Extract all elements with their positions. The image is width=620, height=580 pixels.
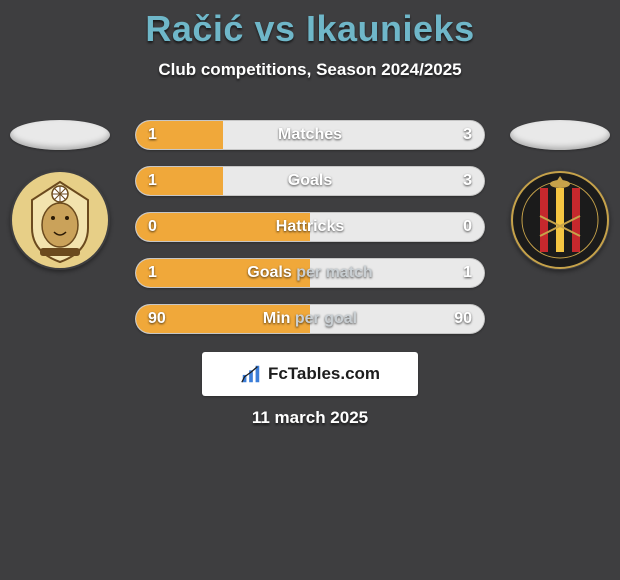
club-right-crest-icon	[510, 170, 610, 270]
player-right-column	[500, 120, 620, 270]
club-right-badge	[510, 170, 610, 270]
stat-label: Matches	[278, 126, 342, 144]
page-title: Račić vs Ikaunieks	[0, 0, 620, 50]
stat-right-value: 0	[463, 218, 472, 236]
club-left-crest-icon	[10, 170, 110, 270]
stat-bar-fill-right	[223, 167, 484, 195]
stat-label: Goals per match	[247, 264, 372, 282]
brand-text: FcTables.com	[268, 364, 380, 384]
stat-right-value: 1	[463, 264, 472, 282]
stat-bar: 1 3 Goals	[135, 166, 485, 196]
stat-left-value: 1	[148, 126, 157, 144]
club-left-badge	[10, 170, 110, 270]
stat-label: Hattricks	[276, 218, 344, 236]
stat-bars: 1 3 Matches 1 3 Goals 0 0 Hattricks	[135, 120, 485, 334]
player-left-avatar-placeholder	[10, 120, 110, 150]
date-text: 11 march 2025	[0, 408, 620, 428]
player-left-column	[0, 120, 120, 270]
stat-bar: 90 90 Min per goal	[135, 304, 485, 334]
stat-left-value: 90	[148, 310, 166, 328]
player-right-avatar-placeholder	[510, 120, 610, 150]
stat-right-value: 3	[463, 172, 472, 190]
bar-chart-icon	[240, 363, 262, 385]
stat-label: Min per goal	[263, 310, 357, 328]
brand-badge: FcTables.com	[202, 352, 418, 396]
stat-right-value: 3	[463, 126, 472, 144]
stat-left-value: 0	[148, 218, 157, 236]
stat-bar: 1 1 Goals per match	[135, 258, 485, 288]
stat-bar: 1 3 Matches	[135, 120, 485, 150]
stat-left-value: 1	[148, 172, 157, 190]
stat-bar-fill-right	[223, 121, 484, 149]
comparison-card: Račić vs Ikaunieks Club competitions, Se…	[0, 0, 620, 580]
stat-bar: 0 0 Hattricks	[135, 212, 485, 242]
stat-label: Goals	[288, 172, 332, 190]
stat-left-value: 1	[148, 264, 157, 282]
subtitle: Club competitions, Season 2024/2025	[0, 60, 620, 80]
stat-right-value: 90	[454, 310, 472, 328]
